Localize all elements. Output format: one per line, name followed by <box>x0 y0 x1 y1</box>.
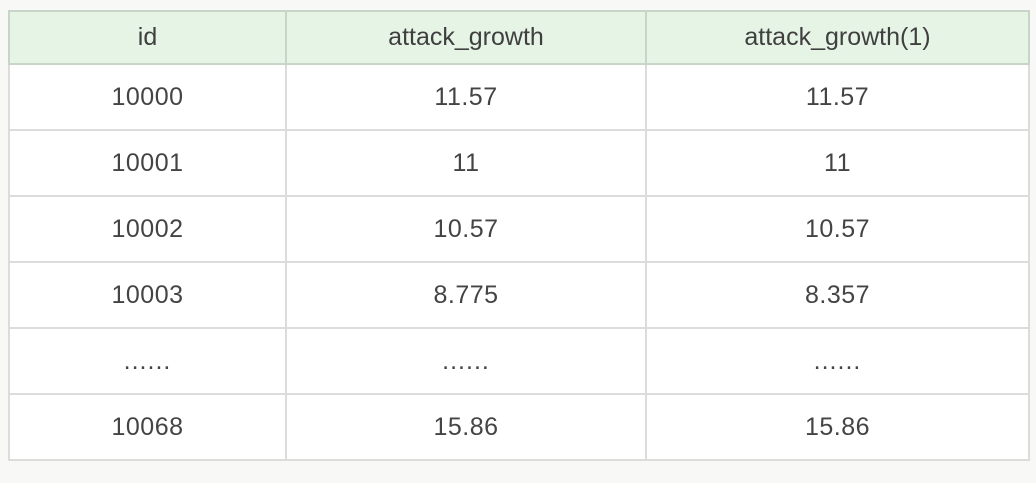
table-cell-attack-growth: 8.775 <box>285 261 647 329</box>
table-row: 10001 11 11 <box>8 129 1030 197</box>
table-body: 10000 11.57 11.57 10001 11 11 10002 10.5… <box>8 63 1030 461</box>
table-cell-attack-growth: 10.57 <box>285 195 647 263</box>
table-row: 10002 10.57 10.57 <box>8 195 1030 263</box>
table-row: 10068 15.86 15.86 <box>8 393 1030 461</box>
table-cell-attack-growth: 11.57 <box>285 63 647 131</box>
table-cell-attack-growth-1: 8.357 <box>645 261 1030 329</box>
table-container: id attack_growth attack_growth(1) 10000 … <box>8 10 1030 461</box>
table-cell-id: ...... <box>8 327 287 395</box>
column-header-attack-growth-1: attack_growth(1) <box>645 10 1030 65</box>
table-cell-attack-growth-1: ...... <box>645 327 1030 395</box>
table-cell-id: 10003 <box>8 261 287 329</box>
table-cell-attack-growth: 15.86 <box>285 393 647 461</box>
table-cell-attack-growth: 11 <box>285 129 647 197</box>
table-header: id attack_growth attack_growth(1) <box>8 10 1030 65</box>
table-row: 10000 11.57 11.57 <box>8 63 1030 131</box>
table-cell-attack-growth-1: 11.57 <box>645 63 1030 131</box>
table-cell-id: 10002 <box>8 195 287 263</box>
table-cell-id: 10000 <box>8 63 287 131</box>
table-cell-attack-growth-1: 15.86 <box>645 393 1030 461</box>
column-header-attack-growth: attack_growth <box>285 10 647 65</box>
table-row: 10003 8.775 8.357 <box>8 261 1030 329</box>
table-cell-id: 10001 <box>8 129 287 197</box>
data-table: id attack_growth attack_growth(1) 10000 … <box>8 10 1030 461</box>
table-row-ellipsis: ...... ...... ...... <box>8 327 1030 395</box>
column-header-id: id <box>8 10 287 65</box>
table-cell-attack-growth-1: 10.57 <box>645 195 1030 263</box>
table-cell-attack-growth-1: 11 <box>645 129 1030 197</box>
table-cell-attack-growth: ...... <box>285 327 647 395</box>
header-row: id attack_growth attack_growth(1) <box>8 10 1030 65</box>
table-cell-id: 10068 <box>8 393 287 461</box>
